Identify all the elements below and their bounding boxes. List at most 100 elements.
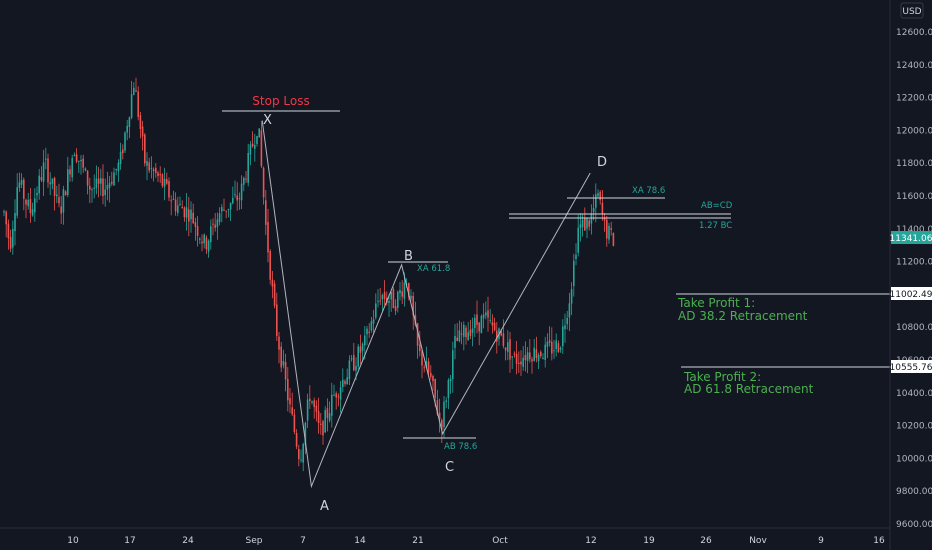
candle-body xyxy=(309,398,311,401)
candle-body xyxy=(86,170,89,186)
candle-body xyxy=(511,356,513,358)
candle-body xyxy=(163,178,166,187)
candle-body xyxy=(350,358,353,360)
candle-body xyxy=(12,229,14,248)
candle-body xyxy=(93,187,95,189)
candle-body xyxy=(31,209,34,216)
currency-badge-box[interactable] xyxy=(900,2,924,19)
candle-body xyxy=(368,331,370,333)
candle-body xyxy=(23,179,25,199)
time-tick-label: 16 xyxy=(873,536,885,546)
candle-body xyxy=(89,185,91,190)
candle-body xyxy=(482,314,485,319)
candle-body xyxy=(445,400,447,402)
candle-body xyxy=(293,414,296,432)
point-d-label: D xyxy=(597,155,607,170)
candle-body xyxy=(524,355,527,361)
candle-body xyxy=(568,303,571,318)
time-tick-label: Nov xyxy=(749,536,767,546)
price-tick-label: 9600.00 xyxy=(896,520,932,530)
price-tick-label: 11800.00 xyxy=(896,159,932,169)
candle-body xyxy=(452,350,454,379)
candle-body xyxy=(434,379,436,398)
candle-body xyxy=(540,351,542,357)
candle-body xyxy=(331,394,333,416)
candle-body xyxy=(346,377,348,385)
price-axis[interactable]: 12600.00 12400.00 12200.00 12000.00 11800.00… xyxy=(896,28,932,530)
last-price-tag-box xyxy=(891,231,932,244)
candle-body xyxy=(177,205,179,213)
pattern-path[interactable] xyxy=(261,120,591,489)
candle-body xyxy=(456,337,458,341)
candle-body xyxy=(366,328,368,335)
tp2-price-tag-box xyxy=(891,360,932,373)
candle-body xyxy=(95,178,98,189)
candle-body xyxy=(535,349,538,359)
bc127-label: 1.27 BC xyxy=(699,221,732,231)
candle-body xyxy=(113,172,115,186)
candle-body xyxy=(218,213,221,222)
candle-body xyxy=(603,217,606,221)
candle-body xyxy=(372,319,375,324)
candle-body xyxy=(315,405,318,412)
candle-body xyxy=(328,413,331,421)
candle-body xyxy=(280,346,282,368)
candle-body xyxy=(375,303,377,318)
candle-body xyxy=(300,459,302,461)
candle-body xyxy=(295,432,298,447)
candle-body xyxy=(225,210,227,212)
candle-body xyxy=(108,182,111,188)
candle-body xyxy=(401,291,403,297)
candle-body xyxy=(245,178,247,180)
candle-body xyxy=(496,330,498,342)
candle-body xyxy=(392,288,395,309)
candle-body xyxy=(78,160,80,162)
candle-body xyxy=(205,237,208,250)
candle-body xyxy=(56,194,58,197)
candle-body xyxy=(306,399,309,421)
candle-body xyxy=(62,189,65,213)
candle-body xyxy=(311,401,313,403)
candle-body xyxy=(509,339,511,360)
tp2-price-tag: 10555.76 xyxy=(890,363,932,373)
candle-body xyxy=(227,209,230,211)
candle-body xyxy=(67,169,69,195)
candle-body xyxy=(383,292,386,299)
candle-body xyxy=(247,153,249,183)
candle-body xyxy=(313,400,315,407)
time-tick-label: 21 xyxy=(412,536,423,546)
candle-body xyxy=(557,343,560,353)
point-b-label: B xyxy=(404,249,413,264)
candle-body xyxy=(210,226,212,242)
candle-body xyxy=(476,314,478,325)
candle-body xyxy=(302,444,304,463)
candle-body xyxy=(49,182,51,185)
time-tick-label: 26 xyxy=(700,536,712,546)
candle-body xyxy=(5,211,7,225)
candle-body xyxy=(73,155,76,157)
candle-body xyxy=(436,400,439,415)
candle-body xyxy=(471,328,474,333)
candle-body xyxy=(192,212,194,224)
candle-body xyxy=(199,238,201,240)
price-tick-label: 10000.00 xyxy=(896,454,932,464)
candle-body xyxy=(155,167,157,173)
candle-body xyxy=(595,194,597,208)
candle-body xyxy=(467,332,469,341)
candle-body xyxy=(570,289,573,304)
candle-body xyxy=(513,353,516,355)
time-axis[interactable]: 10 17 24 Sep 7 14 21 Oct 12 19 26 Nov 9 16 xyxy=(67,536,885,546)
candle-body xyxy=(408,283,410,298)
candle-body xyxy=(64,191,67,196)
tp1-price-tag-box xyxy=(891,287,932,300)
candle-body xyxy=(421,351,423,366)
candle-body xyxy=(403,282,406,299)
candle-body xyxy=(111,181,113,184)
candle-body xyxy=(364,335,366,346)
candle-body xyxy=(610,228,612,230)
candle-body xyxy=(562,326,564,347)
candle-body xyxy=(201,241,203,244)
candle-body xyxy=(573,260,575,286)
candle-body xyxy=(320,423,322,425)
